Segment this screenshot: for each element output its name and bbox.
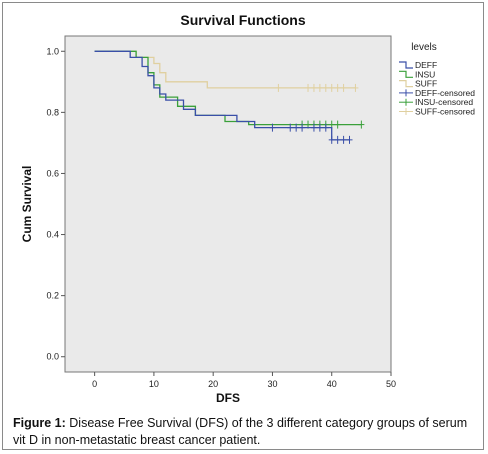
censor-mark-deff <box>310 123 317 132</box>
legend-label: SUFF <box>415 79 437 89</box>
censor-mark-suff <box>328 83 335 92</box>
legend-entry-suff-censored: SUFF-censored <box>399 107 475 117</box>
censor-mark-deff <box>334 135 341 144</box>
censor-mark-suff <box>310 83 317 92</box>
caption-label: Figure 1: <box>13 416 66 430</box>
censor-mark-deff <box>293 123 300 132</box>
censor-mark-suff <box>305 83 312 92</box>
x-axis-label: DFS <box>216 391 240 405</box>
axis-ticks: 0 10 20 30 40 50 0.0 0.2 0.4 0.6 0.8 1.0 <box>46 46 396 389</box>
series-layer <box>94 50 365 144</box>
censor-mark-suff <box>275 83 282 92</box>
censor-mark-suff <box>316 83 323 92</box>
censor-mark-deff <box>328 135 335 144</box>
y-tick-label: 0.4 <box>46 230 59 240</box>
chart-title: Survival Functions <box>180 12 305 28</box>
x-tick-label: 0 <box>92 379 97 389</box>
legend-label: DEFF <box>415 60 437 70</box>
y-tick-label: 1.0 <box>46 46 59 56</box>
y-tick-label: 0.0 <box>46 352 59 362</box>
censor-mark-deff <box>269 123 276 132</box>
legend-label: DEFF-censored <box>415 88 475 98</box>
x-tick-label: 30 <box>267 379 277 389</box>
caption-text: Disease Free Survival (DFS) of the 3 dif… <box>13 416 468 447</box>
legend-label: INSU <box>415 69 435 79</box>
y-tick-label: 0.2 <box>46 291 59 301</box>
censor-mark-deff <box>340 135 347 144</box>
legend-entry-insu: INSU <box>399 69 435 79</box>
plot-area <box>64 35 392 373</box>
censor-mark-insu <box>358 120 365 129</box>
censor-mark-insu <box>334 120 341 129</box>
legend-label: SUFF-censored <box>415 107 475 117</box>
censor-mark-suff <box>352 83 359 92</box>
legend: levels DEFFINSUSUFFDEFF-censoredINSU-cen… <box>399 42 475 117</box>
y-tick-label: 0.6 <box>46 168 59 178</box>
censor-mark-deff <box>316 123 323 132</box>
censor-mark-deff <box>287 123 294 132</box>
censor-mark-suff <box>340 83 347 92</box>
censor-mark-suff <box>334 83 341 92</box>
censor-mark-deff <box>346 135 353 144</box>
x-tick-label: 10 <box>149 379 159 389</box>
series-line-insu <box>94 50 362 126</box>
legend-label: INSU-censored <box>415 97 473 107</box>
y-axis-label: Cum Survival <box>20 166 34 243</box>
legend-title: levels <box>411 42 437 53</box>
figure-caption: Figure 1: Disease Free Survival (DFS) of… <box>13 415 479 449</box>
survival-chart: Survival Functions 0 10 20 30 40 500.00.20.40… <box>20 12 475 405</box>
legend-entry-suff: SUFF <box>399 79 437 89</box>
x-tick-label: 40 <box>327 379 337 389</box>
legend-entry-deff: DEFF <box>399 60 437 70</box>
legend-entry-deff-censored: DEFF-censored <box>399 88 475 98</box>
legend-entry-insu-censored: INSU-censored <box>399 97 473 107</box>
censor-mark-suff <box>322 83 329 92</box>
series-line-deff <box>94 50 350 141</box>
y-tick-label: 0.8 <box>46 107 59 117</box>
censor-mark-deff <box>299 123 306 132</box>
censor-mark-deff <box>322 123 329 132</box>
x-tick-label: 20 <box>208 379 218 389</box>
x-tick-label: 50 <box>386 379 396 389</box>
figure: Survival Functions 0 10 20 30 40 50 0.0 0.2 0.4 0… <box>2 2 484 450</box>
